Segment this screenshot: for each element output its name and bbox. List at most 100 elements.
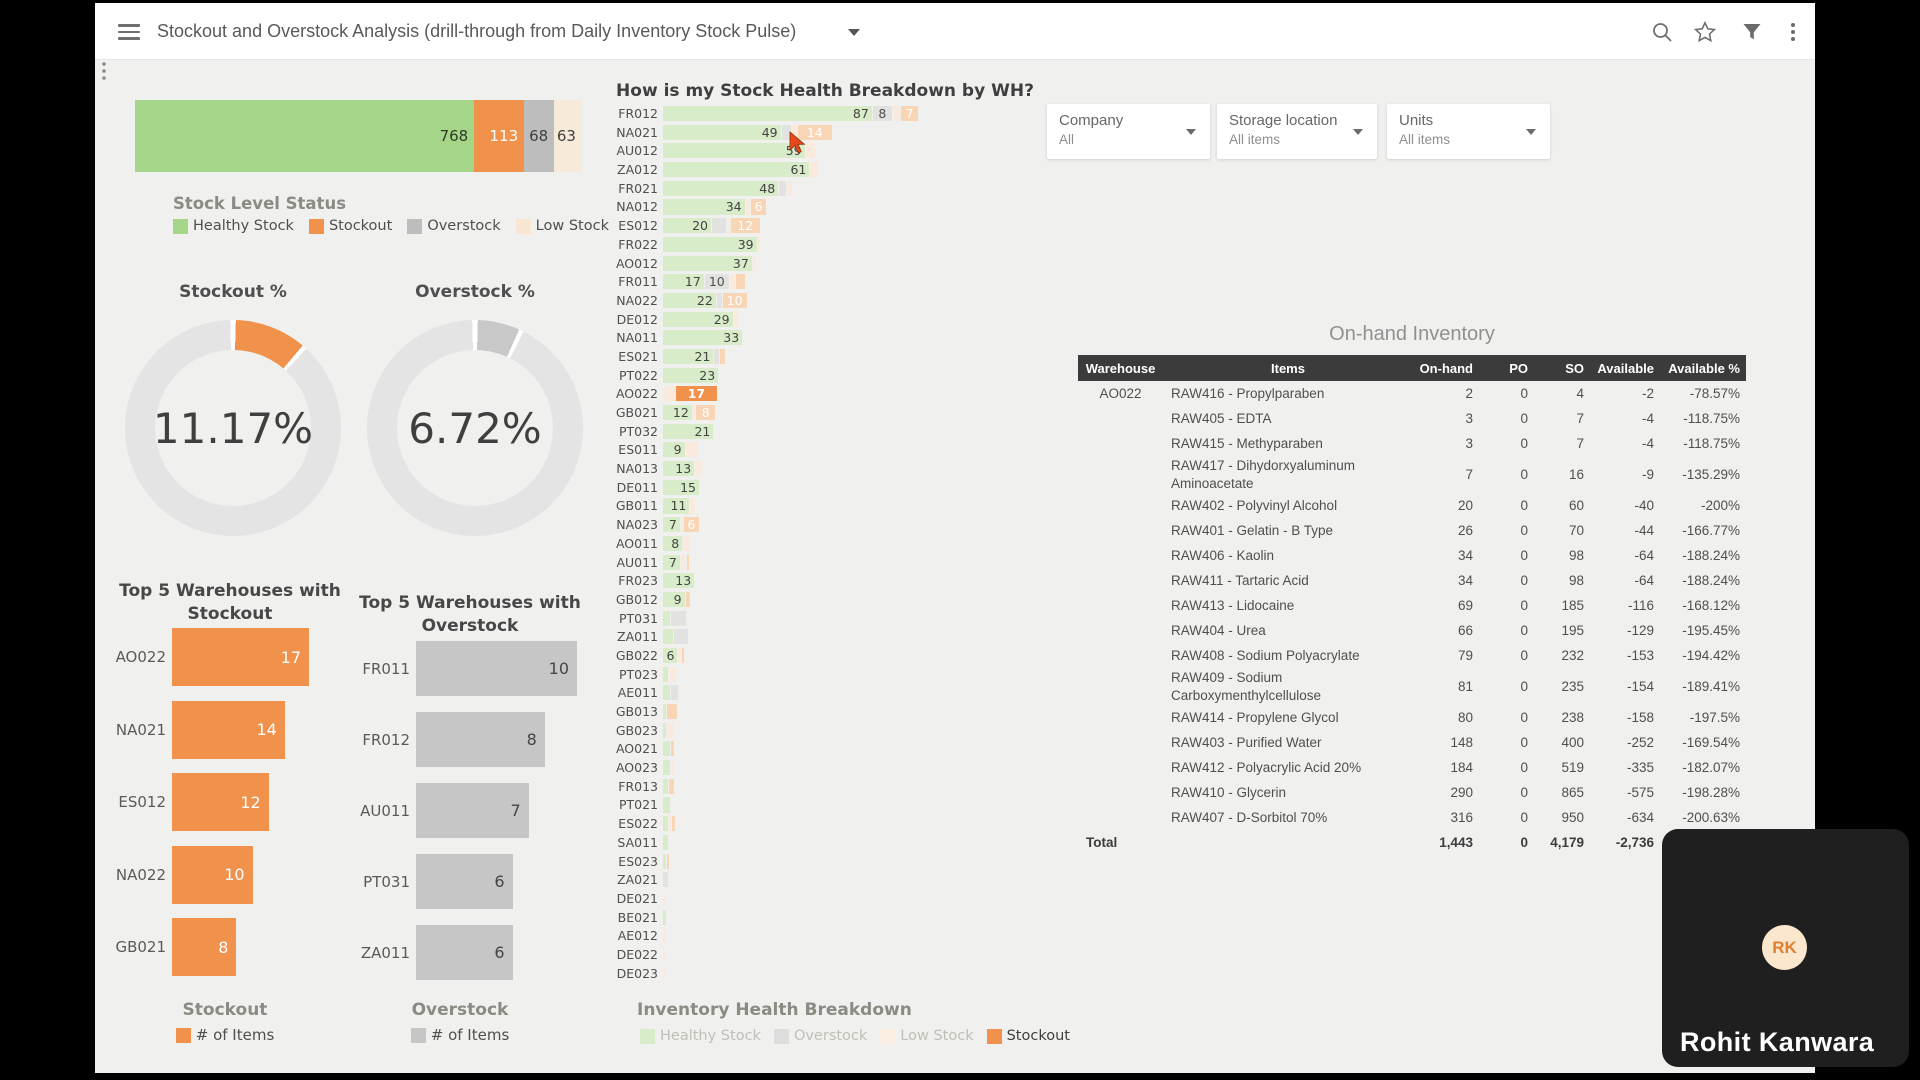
healthy-segment[interactable]: 23 (663, 367, 719, 383)
low-stock-segment[interactable] (792, 124, 797, 140)
table-row[interactable]: RAW407 - D-Sorbitol 70% 316 0 950 -634 -200.6… (1078, 805, 1746, 830)
legend-item[interactable]: Overstock (773, 1028, 867, 1044)
stockout-segment[interactable] (735, 274, 746, 290)
low-stock-segment[interactable] (757, 236, 760, 252)
stock-bar-segment[interactable]: 63 (554, 100, 582, 172)
wh-row[interactable]: PT023 (610, 666, 919, 682)
wh-row[interactable]: NA022 22 10 (610, 292, 919, 308)
stock-bar-segment[interactable]: 768 (135, 100, 475, 172)
low-stock-segment[interactable] (663, 928, 666, 944)
wh-row[interactable]: DE011 15 (610, 479, 919, 495)
overstock-segment[interactable] (673, 629, 688, 645)
healthy-segment[interactable] (663, 797, 671, 813)
stockout-segment[interactable] (667, 853, 670, 869)
low-stock-segment[interactable] (668, 666, 676, 682)
wh-row[interactable]: DE012 29 (610, 311, 919, 327)
wh-row[interactable]: FR012 87 8 7 (610, 106, 919, 122)
table-row[interactable]: RAW413 - Lidocaine 69 0 185 -116 -168.12% (1078, 593, 1746, 618)
low-stock-segment[interactable] (667, 722, 675, 738)
stockout-segment[interactable] (686, 554, 689, 570)
low-stock-segment[interactable] (805, 143, 816, 159)
wh-row[interactable]: ES021 21 (610, 348, 919, 365)
healthy-segment[interactable]: 9 (663, 591, 685, 607)
healthy-segment[interactable]: 13 (663, 461, 695, 477)
wh-row[interactable]: NA023 7 6 (610, 517, 919, 533)
low-stock-segment[interactable] (683, 535, 691, 551)
healthy-segment[interactable] (663, 704, 666, 720)
stockout-segment[interactable]: 10 (722, 292, 747, 308)
wh-row[interactable]: DE023 (610, 965, 919, 981)
favorite-star-icon[interactable] (1693, 20, 1717, 44)
low-stock-segment[interactable] (752, 255, 756, 271)
healthy-segment[interactable] (663, 629, 673, 645)
wh-row[interactable]: SA011 (610, 834, 919, 850)
low-stock-segment[interactable] (692, 405, 696, 421)
low-stock-segment[interactable] (733, 311, 739, 327)
column-header[interactable]: PO (1509, 360, 1528, 376)
overstock-segment[interactable] (671, 610, 686, 626)
wh-row[interactable]: ES012 20 12 (610, 218, 919, 234)
healthy-segment[interactable] (663, 816, 668, 832)
healthy-segment[interactable]: 11 (663, 498, 690, 514)
stockout-segment[interactable]: 6 (751, 199, 766, 215)
legend-item[interactable]: Stockout (308, 218, 392, 234)
low-stock-segment[interactable] (663, 386, 675, 402)
healthy-segment[interactable]: 6 (663, 647, 678, 664)
healthy-segment[interactable]: 34 (663, 199, 745, 215)
wh-row[interactable]: ES011 9 (610, 442, 919, 458)
wh-row[interactable]: NA013 13 (610, 461, 919, 477)
wh-row[interactable]: NA011 33 (610, 330, 919, 346)
low-stock-segment[interactable] (695, 461, 703, 477)
healthy-segment[interactable]: 39 (663, 236, 757, 252)
wh-row[interactable]: AO012 37 (610, 255, 919, 271)
wh-row[interactable]: ZA011 (610, 629, 919, 645)
bar[interactable]: 7 (416, 783, 529, 838)
low-stock-segment[interactable] (787, 180, 793, 196)
overstock-legend-item[interactable]: # of Items (345, 1026, 575, 1044)
legend-item[interactable]: Low Stock (880, 1028, 974, 1044)
legend-item[interactable]: Healthy Stock (173, 218, 294, 234)
column-header[interactable]: On-hand (1419, 360, 1473, 376)
wh-row[interactable]: AO023 (610, 760, 919, 776)
low-stock-segment[interactable] (663, 965, 666, 981)
overstock-segment[interactable]: 8 (872, 106, 892, 122)
healthy-segment[interactable]: 37 (663, 255, 752, 271)
healthy-segment[interactable]: 49 (663, 124, 781, 140)
low-stock-segment[interactable] (671, 760, 674, 776)
low-stock-segment[interactable] (745, 199, 751, 215)
wh-row[interactable]: FR023 13 (610, 573, 919, 589)
healthy-segment[interactable]: 13 (663, 573, 695, 589)
wh-row[interactable]: NA021 49 14 (610, 124, 919, 140)
overstock-segment[interactable] (781, 124, 792, 140)
column-header[interactable]: Items (1271, 360, 1305, 376)
wh-row[interactable]: GB011 11 (610, 498, 919, 514)
stockout-segment[interactable] (667, 704, 677, 720)
overstock-segment[interactable] (716, 292, 722, 308)
healthy-segment[interactable]: 29 (663, 311, 733, 327)
menu-icon[interactable] (118, 24, 140, 40)
bar[interactable]: 6 (416, 854, 513, 909)
overstock-segment[interactable]: 10 (704, 274, 729, 290)
table-row[interactable]: RAW411 - Tartaric Acid 34 0 98 -64 -188.24% (1078, 568, 1746, 593)
healthy-segment[interactable]: 9 (663, 442, 685, 458)
healthy-segment[interactable]: 48 (663, 180, 779, 196)
wh-row[interactable]: ZA021 (610, 872, 919, 888)
healthy-segment[interactable]: 12 (663, 405, 692, 421)
bar[interactable]: 10 (416, 641, 577, 696)
visual-more-options-icon[interactable] (95, 60, 113, 82)
chevron-down-icon[interactable] (1186, 129, 1196, 135)
overstock-segment[interactable] (712, 218, 727, 234)
low-stock-segment[interactable] (892, 106, 901, 122)
wh-row[interactable]: DE021 (610, 890, 919, 906)
wh-row[interactable]: FR021 48 (610, 180, 919, 196)
wh-row[interactable]: AO021 (610, 741, 919, 757)
stock-bar-segment[interactable]: 113 (474, 100, 525, 172)
bar[interactable]: 12 (172, 773, 269, 831)
healthy-segment[interactable]: 17 (663, 274, 704, 290)
stockout-segment[interactable]: 12 (730, 218, 760, 234)
bar[interactable]: 14 (172, 700, 285, 759)
table-row[interactable]: RAW403 - Purified Water 148 0 400 -252 -169.5… (1078, 730, 1746, 755)
wh-row[interactable]: GB013 (610, 704, 919, 720)
more-options-icon[interactable] (1781, 20, 1805, 44)
wh-row[interactable]: ZA012 61 (610, 162, 919, 178)
